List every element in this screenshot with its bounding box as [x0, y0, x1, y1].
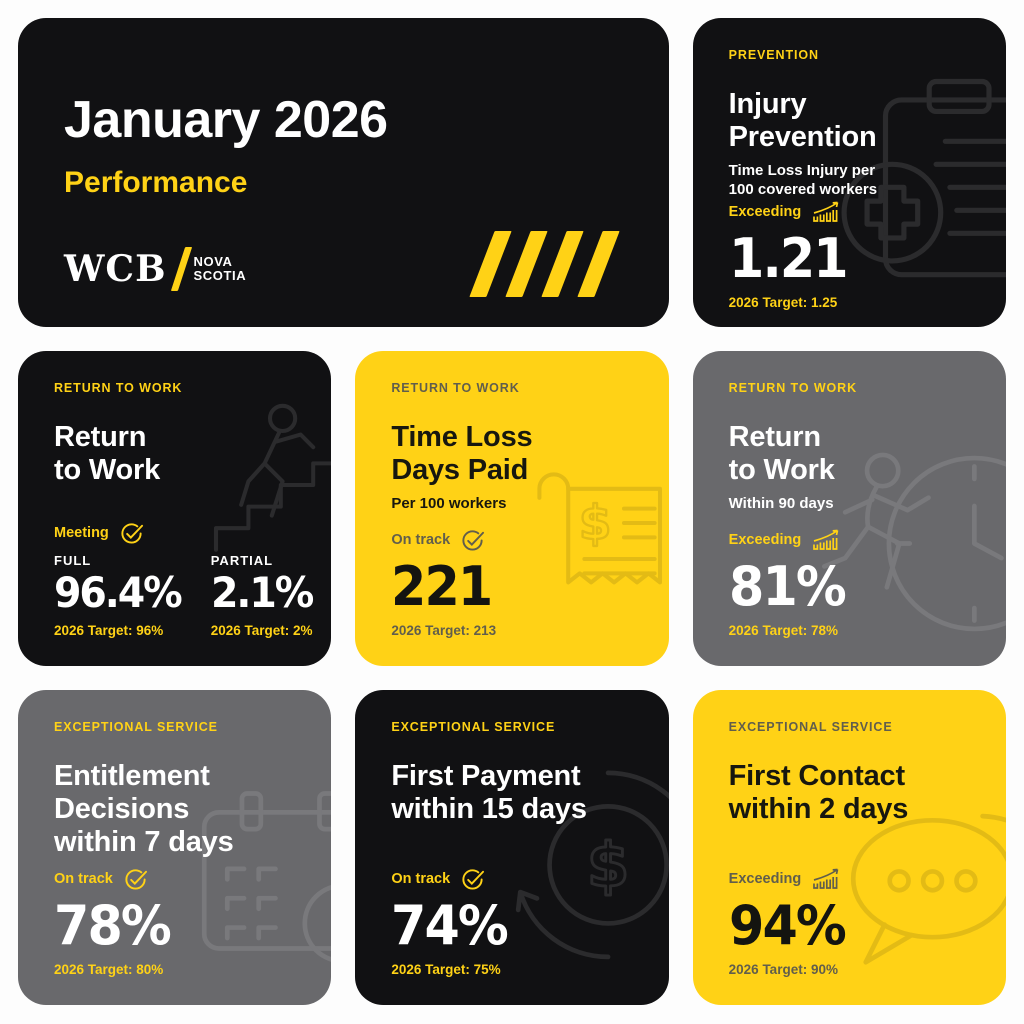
metric-value: 81% [728, 555, 847, 618]
status-label: On track [54, 870, 113, 887]
page-title: January 2026 [64, 91, 388, 149]
card-title: First Contact within 2 days [728, 760, 909, 826]
check-circle-icon [125, 869, 147, 890]
logo-region: NOVA SCOTIA [193, 253, 247, 283]
status-label: Exceeding [728, 203, 802, 220]
target-label: 2026 Target: 96% [54, 623, 164, 638]
page-subtitle: Performance [64, 166, 248, 199]
card-subtitle: Within 90 days [728, 495, 834, 513]
metric-group: FULL 96.4% 2026 Target: 96% PARTIAL 2.1%… [54, 553, 314, 638]
category-label: RETURN TO WORK [54, 381, 183, 395]
metric-value: 78% [54, 894, 172, 957]
card-entitlement-decisions: EXCEPTIONAL SERVICE Entitlement Decision… [18, 690, 332, 1005]
target-label: 2026 Target: 75% [391, 962, 501, 977]
category-label: RETURN TO WORK [728, 381, 857, 395]
card-title: Return to Work [54, 421, 161, 487]
check-circle-icon [462, 869, 485, 890]
status-label: Exceeding [728, 871, 802, 887]
target-label: 2026 Target: 213 [391, 623, 497, 638]
status-row: Exceeding [729, 200, 980, 224]
wcb-wordmark: WCB [64, 248, 167, 290]
logo-slash-icon [170, 247, 192, 291]
status-row: On track [391, 866, 642, 891]
metric-value: 2.1% [210, 568, 314, 617]
slash-icon [504, 231, 548, 297]
status-label: On track [391, 870, 451, 887]
metric-value: 94% [728, 894, 847, 957]
trend-up-icon [813, 529, 839, 550]
wcb-logo: WCB NOVA SCOTIA [64, 247, 621, 291]
card-first-contact: EXCEPTIONAL SERVICE First Contact within… [692, 690, 1006, 1005]
metric-value: 221 [391, 555, 493, 618]
metric-value: 96.4% [54, 568, 183, 617]
category-label: EXCEPTIONAL SERVICE [728, 720, 893, 734]
trend-up-icon [813, 201, 839, 222]
metric-value: 1.21 [728, 226, 849, 290]
check-circle-icon [462, 530, 485, 551]
accent-slashes [468, 231, 620, 297]
card-subtitle: Per 100 workers [391, 495, 507, 513]
card-title: First Payment within 15 days [391, 760, 587, 826]
card-title: Return to Work [728, 421, 835, 487]
category-label: RETURN TO WORK [391, 381, 520, 395]
target-label: 2026 Target: 1.25 [728, 294, 838, 310]
status-label: On track [391, 531, 451, 548]
slash-icon [540, 231, 584, 297]
card-title: Time Loss Days Paid [391, 421, 533, 487]
card-return-to-work: RETURN TO WORK Return to Work Meeting FU… [18, 351, 332, 666]
status-row: Exceeding [729, 528, 980, 552]
trend-up-icon [813, 868, 839, 889]
target-label: 2026 Target: 78% [728, 623, 838, 638]
metric-label: PARTIAL [210, 553, 274, 568]
card-title: Entitlement Decisions within 7 days [54, 760, 234, 859]
metric-partial: PARTIAL 2.1% 2026 Target: 2% [211, 553, 319, 638]
card-time-loss-days-paid: $ RETURN TO WORK Time Loss Days Paid Per… [355, 351, 669, 666]
card-injury-prevention: PREVENTION Injury Prevention Time Loss I… [692, 18, 1006, 327]
status-label: Meeting [54, 524, 109, 541]
status-row: Meeting [54, 520, 305, 545]
target-label: 2026 Target: 80% [54, 962, 164, 977]
card-first-payment: $ EXCEPTIONAL SERVICE First Payment with… [355, 690, 669, 1005]
metric-full: FULL 96.4% 2026 Target: 96% [54, 553, 189, 638]
card-subtitle: Time Loss Injury per 100 covered workers [728, 162, 878, 198]
status-label: Exceeding [728, 532, 802, 548]
metric-value: 74% [391, 894, 509, 957]
category-label: EXCEPTIONAL SERVICE [391, 720, 556, 734]
target-label: 2026 Target: 2% [210, 623, 313, 638]
category-label: PREVENTION [728, 48, 819, 62]
card-title: Injury Prevention [728, 88, 877, 154]
metric-label: FULL [54, 553, 92, 568]
header-card: January 2026 Performance WCB NOVA SCOTIA [18, 18, 669, 327]
status-row: Exceeding [729, 867, 980, 891]
target-label: 2026 Target: 90% [728, 962, 838, 977]
status-row: On track [391, 527, 642, 552]
category-label: EXCEPTIONAL SERVICE [54, 720, 218, 734]
card-return-to-work-90-days: RETURN TO WORK Return to Work Within 90 … [692, 351, 1006, 666]
check-circle-icon [121, 523, 143, 544]
status-row: On track [54, 866, 305, 891]
